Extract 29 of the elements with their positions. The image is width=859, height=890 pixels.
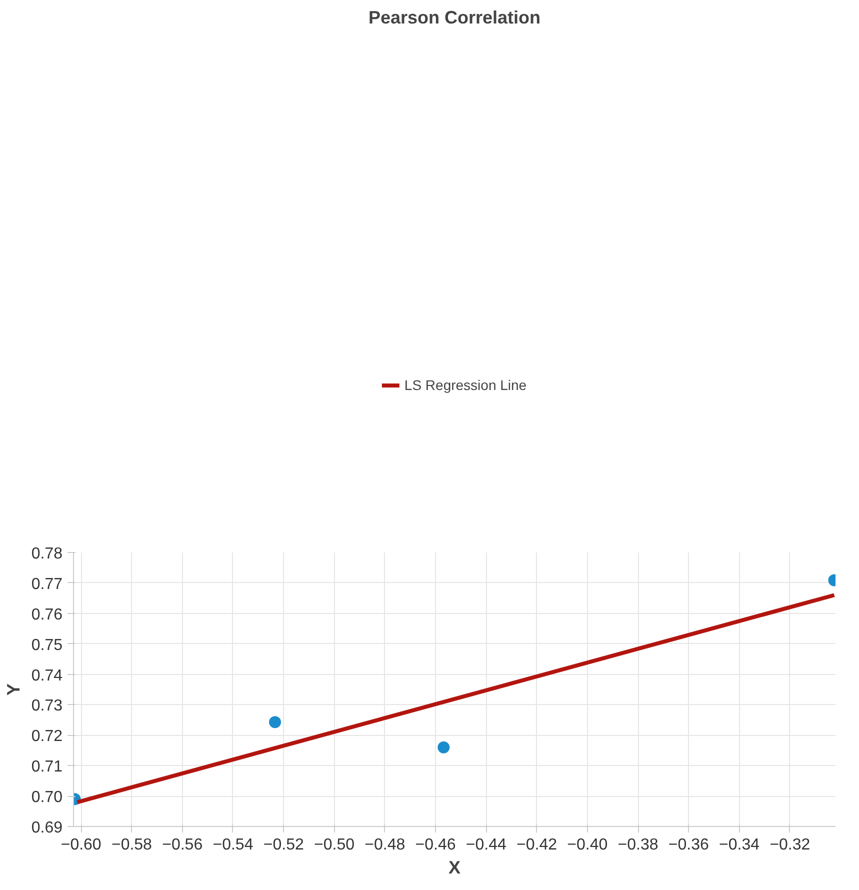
x-tick-label: −0.44 [466, 836, 506, 854]
y-tick-label: 0.69 [31, 820, 63, 836]
x-tick-label: −0.36 [668, 836, 710, 854]
y-tick-label: 0.78 [31, 546, 63, 562]
x-tick-label: −0.42 [516, 836, 558, 854]
y-tick-label: 0.72 [31, 728, 63, 746]
x-tick-label: −0.34 [719, 836, 760, 854]
x-tick-label: −0.54 [212, 836, 254, 854]
y-tick-label: 0.71 [31, 758, 63, 776]
x-tick-label: −0.56 [162, 836, 203, 854]
x-tick-label: −0.60 [60, 836, 102, 854]
x-axis-title: X [448, 858, 461, 878]
y-axis-title: Y [3, 683, 24, 696]
x-tick-label: −0.58 [111, 836, 152, 854]
y-tick-label: 0.77 [31, 576, 63, 593]
x-tick-label: −0.46 [415, 836, 456, 854]
x-tick-label: −0.32 [770, 836, 810, 854]
x-tick-label: −0.38 [618, 836, 658, 854]
x-tick-label: −0.50 [314, 836, 355, 854]
y-tick-label: 0.76 [31, 606, 63, 624]
y-tick-label: 0.75 [31, 636, 63, 654]
y-tick-label: 0.74 [31, 667, 63, 684]
chart-title: Pearson Correlation [368, 8, 541, 28]
legend-label: LS Regression Line [404, 377, 527, 394]
x-tick-label: −0.40 [567, 836, 608, 854]
x-tick-label: −0.52 [263, 836, 304, 854]
x-tick-label: −0.48 [364, 836, 406, 854]
y-tick-label: 0.70 [31, 789, 63, 806]
y-tick-label: 0.73 [31, 698, 63, 715]
